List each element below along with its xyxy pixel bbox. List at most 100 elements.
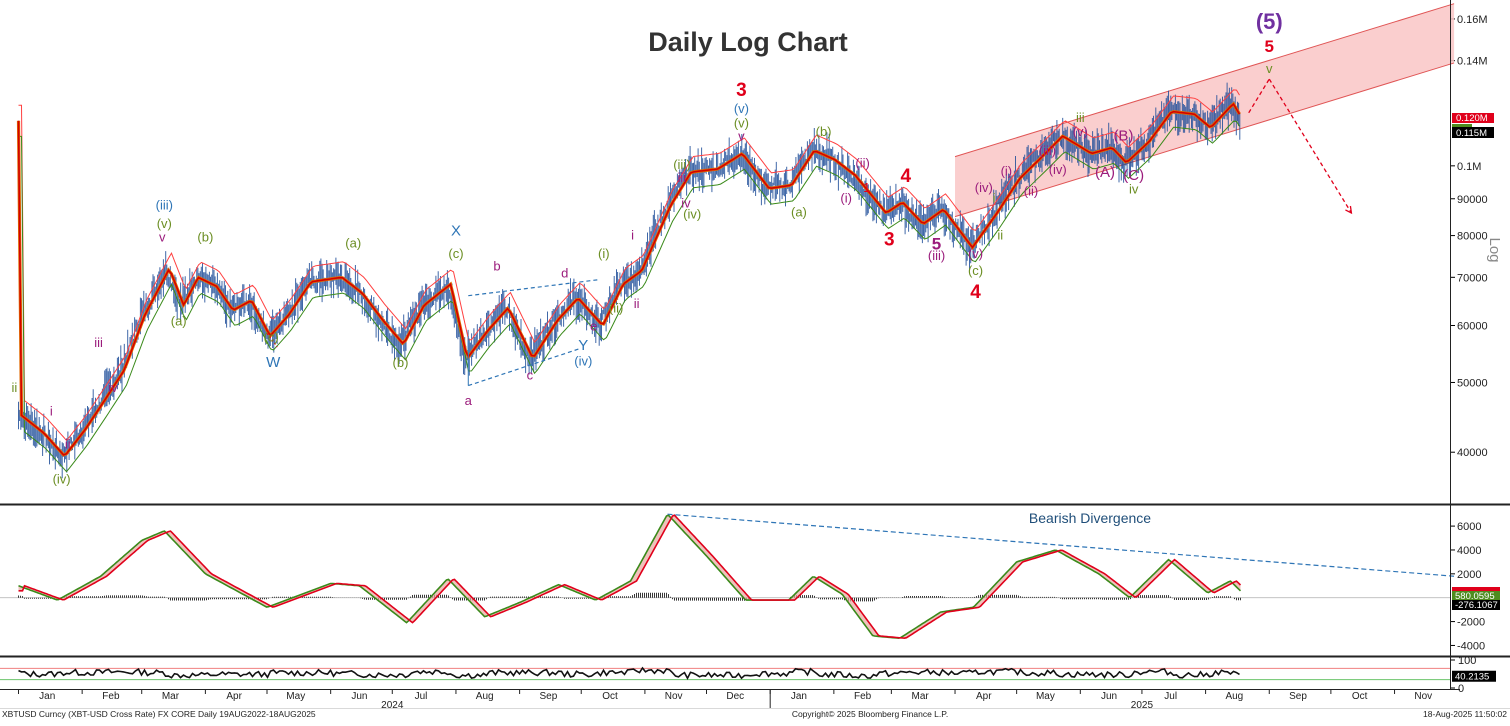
x-tick-label: Oct [1352,691,1368,702]
wave-label: d [561,265,568,280]
projection-arrowhead [1345,205,1353,215]
x-tick-label: Dec [726,691,744,702]
wave-label: (a) [171,313,187,328]
y-tick-label: 4000 [1457,545,1481,557]
wave-label: (v) [157,216,172,231]
wave-label: ii [65,436,71,451]
wave-label: ii [997,228,1003,243]
year-label: 2025 [1131,700,1154,711]
x-tick-label: Jul [1164,691,1177,702]
footer-center: Copyright© 2025 Bloomberg Finance L.P. [792,709,948,719]
y-tick-label: 2000 [1457,569,1481,581]
x-tick-label: Sep [1289,691,1307,702]
price-tag-lower [1452,127,1494,138]
wave-label: (i) [1001,163,1013,178]
rising-channel [955,3,1455,217]
wave-label: iv [1129,182,1139,197]
upper-envelope-line [18,89,1240,442]
wave-label: v [159,229,166,244]
wave-label: (c) [448,246,463,261]
wave-label: (v) [734,101,749,116]
wave-label: (iv) [975,180,993,195]
wave-label: iv [681,196,691,211]
y-tick-label: 60000 [1457,320,1488,332]
x-tick-label: Nov [665,691,683,702]
x-tick-label: Feb [854,691,872,702]
w-pointer-line [266,333,278,348]
x-tick-label: Jan [39,691,55,702]
wave-label: (a) [345,236,361,251]
moving-average-core [17,102,1241,456]
macd-tag-green [1452,591,1500,600]
wave-label: (b) [197,229,213,244]
x-tick-label: Apr [976,691,992,702]
wave-label: (ii) [855,155,869,170]
x-tick-label: May [286,691,305,702]
wave-label: (i) [840,190,852,205]
y-tick-label: 40000 [1457,447,1488,459]
wave-label: ii [11,380,17,395]
x-tick-label: May [1036,691,1055,702]
wave-label: (iii) [1039,143,1056,158]
price-tag-upper [1452,113,1494,123]
wave-label: (v) [1073,124,1088,139]
wave-label: 1 [863,180,870,195]
rsi-panel: 100 040.2135 [0,655,1496,695]
wave-label: iii [94,335,103,350]
wave-label: (iii) [928,248,945,263]
wave-label: (v) [968,246,983,261]
wave-label: iii [678,170,687,185]
price-panel: 40000 50000 60000 70000 80000 90000 0.1M 0.14M 0… [11,3,1494,486]
wave-label: (iv) [1049,162,1067,177]
wave-label: (b) [393,355,409,370]
wave-label: Y [578,337,588,354]
x-tick-label: Mar [911,691,929,702]
y-tick-label: 90000 [1457,194,1488,206]
price-label-lower: 0.115M [1456,128,1487,139]
macd-tag-black [1452,600,1500,610]
y-tick-label: 0.16M [1457,14,1488,26]
price-tag-mid [1452,124,1472,127]
wave-label: (iv) [683,206,701,221]
wave-label: ii [634,296,640,311]
panel-frames: Jan Feb Mar Apr May Jun Jul Aug Sep Oct Nov Dec Jan F… [0,0,1510,711]
wave-label: (B) [1113,127,1133,144]
divergence-trendline [667,513,1455,577]
signal-value-label: -276.1067 [1455,600,1498,611]
wave-label: (ii) [609,301,623,316]
y-tick-label: -4000 [1457,640,1485,652]
wave-label: 4 [900,166,911,187]
y-tick-label: 6000 [1457,521,1481,533]
wave-label: W [266,354,281,371]
wave-label: (a) [791,205,807,220]
x-tick-label: Mar [162,691,180,702]
x-tick-label: Feb [102,691,120,702]
wave-label: 3 [736,80,747,101]
wave-label: iv [108,380,118,395]
x-tick-label: Apr [226,691,242,702]
y-tick-label: 0.14M [1457,56,1488,68]
wave-label: v [738,128,745,143]
footer-left: XBTUSD Curncy (XBT-USD Cross Rate) FX CO… [2,709,316,719]
wave-label: i [631,228,634,243]
wave-label: i [50,403,53,418]
triangle-upper-line [468,278,600,297]
wave-label: e [590,319,597,334]
wave-label: (c) [968,263,983,278]
wave-label: b [493,259,500,274]
y-tick-label: 70000 [1457,272,1488,284]
wave-label: v [1266,61,1273,76]
x-tick-label: Jun [351,691,367,702]
wave-label: (C) [1123,167,1144,184]
x-tick-label: Aug [1225,691,1243,702]
wave-label: (iii) [156,197,173,212]
wave-label: (i) [598,246,610,261]
wave-label: iii [1076,110,1085,125]
footer-right: 18-Aug-2025 11:50:02 [1423,709,1507,719]
wave-label: (b) [816,124,832,139]
wave-label: 5 [932,235,941,254]
wave-label: (iv) [574,353,592,368]
price-label-upper: 0.120M [1456,113,1488,124]
rsi-line [18,666,1240,681]
